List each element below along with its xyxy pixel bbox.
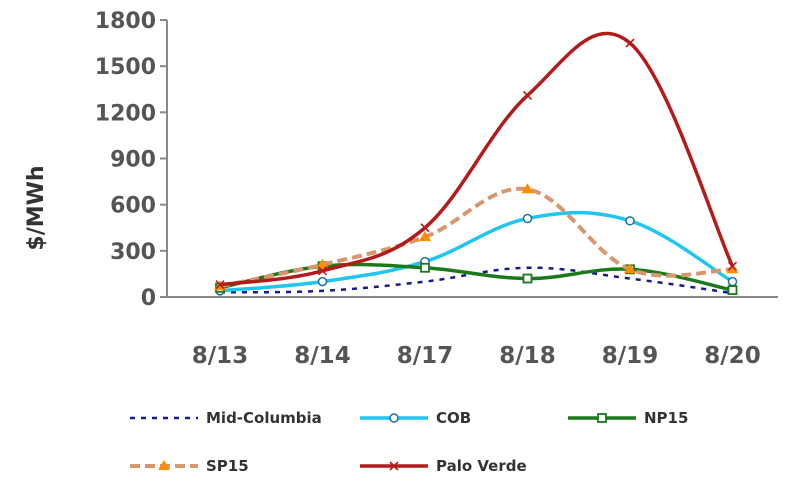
y-tick-label: 1500 (95, 55, 156, 80)
legend-item: NP15 (568, 409, 688, 427)
y-tick-label: 600 (110, 194, 156, 219)
data-point (317, 276, 328, 287)
y-tick-label: 1200 (95, 101, 156, 126)
legend-label: SP15 (206, 457, 249, 475)
legend-item: Mid-Columbia (130, 409, 322, 427)
y-tick-label: 1800 (95, 9, 156, 34)
legend-item: COB (360, 409, 471, 427)
data-point (317, 266, 328, 276)
legend-marker (597, 413, 607, 423)
legend-label: Palo Verde (436, 457, 527, 475)
legend-marker (389, 413, 399, 423)
series-palo-verde (215, 31, 738, 290)
x-tick-label: 8/19 (602, 343, 658, 369)
legend-label: COB (436, 409, 471, 427)
legend-marker (389, 461, 399, 471)
data-point (419, 230, 431, 241)
x-tick-label: 8/18 (499, 343, 555, 369)
x-tick-label: 8/13 (192, 343, 248, 369)
y-tick-label: 0 (141, 286, 156, 311)
legend-item: Palo Verde (360, 457, 527, 475)
data-point (625, 38, 635, 48)
y-axis-label: $/MWh (24, 165, 49, 250)
data-point (522, 90, 533, 100)
legend-marker (158, 460, 170, 470)
data-point (420, 223, 430, 233)
data-point (522, 213, 533, 224)
data-point (316, 258, 329, 269)
data-point (215, 280, 225, 290)
series-lines (214, 31, 739, 296)
legend: Mid-Columbia COB NP15 SP15 Palo Verde (130, 409, 688, 475)
chart-axes (166, 20, 778, 298)
y-axis-ticks: 0 300 600 900 1200 1500 1800 (95, 9, 167, 311)
y-tick-label: 300 (110, 240, 156, 265)
x-axis-ticks: 8/13 8/14 8/17 8/18 8/19 8/20 (192, 343, 761, 369)
data-point (726, 263, 739, 274)
x-tick-label: 8/20 (704, 343, 760, 369)
data-point (727, 261, 738, 271)
data-point (727, 276, 738, 287)
data-point (521, 183, 534, 194)
data-point (522, 273, 533, 284)
x-tick-label: 8/14 (294, 343, 350, 369)
data-point (624, 263, 636, 274)
data-point (727, 285, 738, 295)
legend-item: SP15 (130, 457, 249, 475)
data-point (420, 262, 430, 273)
data-point (625, 216, 635, 226)
y-tick-label: 900 (110, 148, 156, 173)
x-tick-label: 8/17 (397, 343, 453, 369)
series-line (219, 31, 735, 287)
series-line (219, 210, 734, 293)
legend-label: Mid-Columbia (206, 409, 322, 427)
series-line (219, 186, 733, 289)
legend-label: NP15 (644, 409, 688, 427)
